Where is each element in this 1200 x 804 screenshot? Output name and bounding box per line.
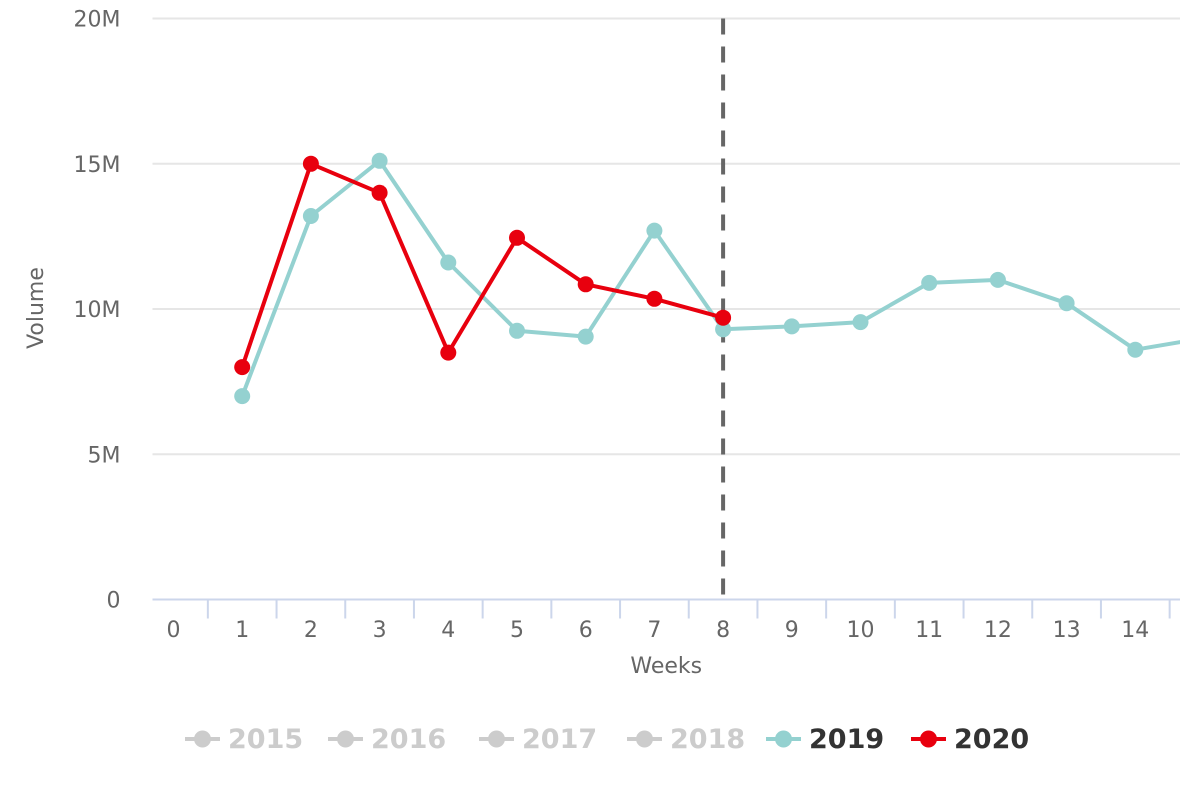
data-point-2020[interactable]	[577, 276, 594, 293]
legend-label: 2018	[670, 724, 745, 755]
x-axis-label: 1	[235, 618, 249, 643]
legend-marker-dot	[920, 730, 937, 748]
series-line-2020[interactable]	[240, 161, 726, 370]
data-point-2020[interactable]	[509, 229, 525, 246]
data-point-2019[interactable]	[921, 274, 938, 291]
y-axis-label: 10M	[74, 298, 121, 323]
x-axis-label: 7	[647, 618, 661, 643]
legend-marker-dot	[337, 730, 354, 748]
x-axis-label: 5	[510, 618, 524, 643]
legend-marker-dot	[775, 730, 792, 748]
data-point-2019[interactable]	[234, 388, 251, 405]
data-point-2019[interactable]	[1127, 341, 1144, 358]
y-axis-label: 20M	[74, 8, 121, 33]
legend-item-2016[interactable]: 2016	[328, 724, 446, 755]
data-point-2019[interactable]	[783, 318, 800, 335]
x-axis-label: 4	[441, 618, 455, 643]
x-axis-label: 13	[1053, 618, 1081, 643]
x-axis-label: 0	[167, 618, 181, 643]
y-axis-title: Volume	[24, 267, 49, 349]
y-axis-label: 0	[107, 589, 121, 614]
data-point-2020[interactable]	[371, 184, 388, 201]
data-point-2019[interactable]	[371, 152, 388, 169]
legend-marker-dot	[636, 730, 653, 748]
x-axis-title: Weeks	[630, 654, 702, 679]
legend-label: 2016	[371, 724, 446, 755]
legend-label: 2017	[522, 724, 597, 755]
data-point-2019[interactable]	[989, 271, 1006, 288]
legend-marker-dot	[488, 730, 505, 748]
x-axis-label: 8	[716, 618, 730, 643]
legend-marker-dot	[194, 730, 211, 748]
legend-label: 2019	[809, 724, 884, 755]
legend-item-2017[interactable]: 2017	[479, 724, 597, 755]
data-point-2019[interactable]	[646, 222, 663, 239]
data-point-2019[interactable]	[440, 254, 457, 271]
y-axis-label: 5M	[88, 443, 121, 468]
legend-item-2015[interactable]: 2015	[185, 724, 303, 755]
x-axis-label: 10	[847, 618, 875, 643]
legend-item-2019[interactable]: 2019	[766, 724, 884, 755]
data-point-2020[interactable]	[646, 290, 663, 307]
data-point-2019[interactable]	[577, 328, 594, 345]
data-point-2020[interactable]	[715, 309, 732, 326]
x-axis-label: 12	[984, 618, 1012, 643]
x-axis-label: 9	[785, 618, 799, 643]
data-point-2019[interactable]	[715, 321, 732, 338]
x-axis-label: 3	[373, 618, 387, 643]
data-point-2020[interactable]	[234, 359, 251, 376]
legend-label: 2020	[954, 724, 1029, 755]
legend-item-2020[interactable]: 2020	[911, 724, 1029, 755]
series-2020	[234, 155, 732, 376]
x-axis-label: 2	[304, 618, 318, 643]
x-axis-label: 11	[915, 618, 943, 643]
data-point-2020[interactable]	[302, 155, 319, 172]
legend-item-2018[interactable]: 2018	[627, 724, 745, 755]
legend-label: 2015	[228, 724, 303, 755]
data-point-2019[interactable]	[509, 322, 525, 339]
x-axis-label: 14	[1121, 618, 1149, 643]
x-axis-label: 6	[579, 618, 593, 643]
data-point-2019[interactable]	[1196, 330, 1200, 346]
y-axis-label: 15M	[74, 153, 121, 178]
series-2019	[234, 152, 1200, 405]
data-point-2019[interactable]	[302, 208, 319, 224]
data-point-2019[interactable]	[852, 314, 869, 331]
data-point-2019[interactable]	[1058, 295, 1075, 312]
data-point-2020[interactable]	[440, 344, 457, 361]
